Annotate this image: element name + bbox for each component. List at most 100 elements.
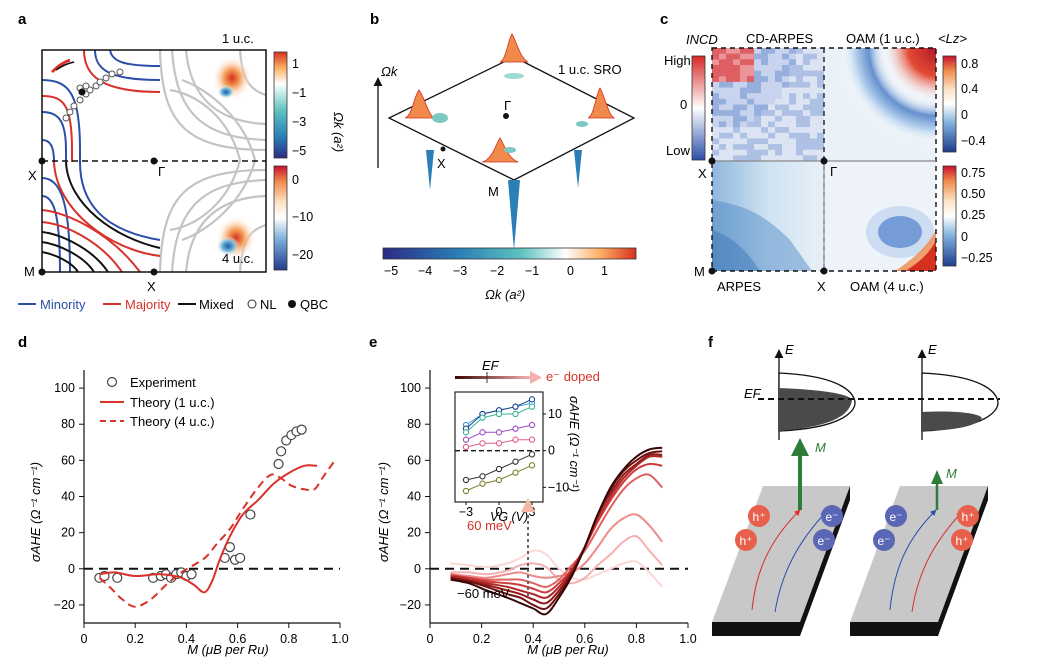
- panel-f-m-right: M: [946, 466, 957, 481]
- panel-d: d −20 0 20 40 60 80 100 0 0.2 0.4 0.6 0.8 1.0 σAHE (…: [18, 334, 349, 657]
- panel-a-cbar-bottom: [273, 165, 288, 271]
- legend-theory4: Theory (4 u.c.): [130, 414, 215, 429]
- svg-text:h⁺: h⁺: [961, 510, 974, 524]
- inset-point: [462, 436, 470, 443]
- svg-text:−3: −3: [292, 115, 306, 129]
- panel-c-label-gamma: Γ: [830, 164, 837, 179]
- inset-point: [512, 469, 519, 476]
- experiment-point: [235, 552, 246, 564]
- panel-e-inset: −303100−10: [454, 391, 569, 519]
- panel-b-letter: b: [370, 11, 379, 28]
- inset-point: [495, 429, 503, 436]
- panel-a-dot-x-bottom: [150, 268, 158, 276]
- inset-ytick: 0: [548, 444, 555, 458]
- panel-b-cbar: [382, 247, 637, 260]
- panel-d-ytick: 100: [54, 381, 75, 395]
- panel-e-inset-xlabel: VG (V): [490, 510, 528, 524]
- panel-c: c CD-ARPES OAM (1 u.c.) <Lz> INCD High 0…: [660, 11, 993, 294]
- panel-e-label-60: 60 meV: [467, 518, 512, 533]
- panel-a-label-gamma: Γ: [158, 164, 165, 179]
- panel-c-cd-arpes-noise: [712, 48, 825, 162]
- inset-point: [462, 476, 470, 484]
- svg-text:0.4: 0.4: [961, 82, 978, 96]
- panel-c-cbar-bottom: [942, 165, 957, 267]
- svg-text:0.75: 0.75: [961, 166, 985, 180]
- panel-f-letter: f: [708, 334, 714, 351]
- panel-b-cbar-label: Ωk (a²): [485, 287, 525, 302]
- panel-a-bluespot-bottom: [216, 236, 240, 256]
- svg-text:−0.4: −0.4: [961, 134, 986, 148]
- panel-d-ytick: 40: [61, 490, 75, 504]
- svg-text:−2: −2: [490, 264, 504, 278]
- inset-point: [479, 429, 486, 436]
- panel-d-ytick: −20: [54, 598, 75, 612]
- inset-xtick: −3: [459, 505, 473, 519]
- panel-a-label-m: M: [24, 264, 35, 279]
- panel-f-dos-left-filled: [779, 388, 852, 431]
- inset-point: [512, 410, 519, 418]
- inset-point: [462, 487, 470, 495]
- panel-a-cbar-label: Ωk (a²): [331, 112, 346, 152]
- panel-b-peak-left: [404, 89, 436, 119]
- panel-c-label-lz: <Lz>: [938, 31, 967, 46]
- panel-e-ytick: 100: [400, 381, 421, 395]
- doping-series-line: [450, 453, 663, 605]
- svg-text:−3: −3: [453, 264, 467, 278]
- panel-b-peak-right: [587, 87, 616, 119]
- inset-ytick: 10: [548, 407, 562, 421]
- panel-f-e-right: E: [928, 342, 937, 357]
- legend-nl: NL: [260, 297, 277, 312]
- panel-e-ylabel: σAHE (Ω⁻¹ cm⁻¹): [376, 462, 391, 562]
- panel-a-nl-points: [62, 68, 124, 122]
- panel-e-label-m60: −60 meV: [457, 586, 510, 601]
- panel-f-carriers-right: e⁻ e⁻ h⁺ h⁺: [873, 505, 979, 551]
- panel-b-label-m: M: [488, 184, 499, 199]
- svg-text:h⁺: h⁺: [752, 510, 765, 524]
- panel-e-doping-arrow: [455, 376, 530, 379]
- panel-a-top-label: 1 u.c.: [222, 31, 254, 46]
- panel-a-bottom-label: 4 u.c.: [222, 251, 254, 266]
- svg-text:0.8: 0.8: [961, 57, 978, 71]
- doping-series-line: [450, 446, 663, 616]
- inset-point: [512, 403, 519, 410]
- panel-e-ytick: −20: [400, 598, 421, 612]
- svg-text:−0.25: −0.25: [961, 251, 993, 265]
- panel-e-xtick: 0.8: [628, 632, 645, 646]
- doping-series-line: [450, 450, 663, 610]
- panel-c-label-low: Low: [666, 143, 690, 158]
- panel-a-legend: Minority Majority Mixed NL QBC: [18, 297, 328, 312]
- panel-b: b Ωk 1 u.c. SRO Γ X M −5 −4 −3 −2 −1 0: [370, 11, 637, 302]
- svg-text:−5: −5: [384, 264, 398, 278]
- svg-text:0: 0: [567, 264, 574, 278]
- panel-c-cbar-bottom-ticks: 0.75 0.50 0.25 0 −0.25: [961, 166, 993, 265]
- panel-b-title: 1 u.c. SRO: [558, 62, 622, 77]
- svg-text:h⁺: h⁺: [739, 534, 752, 548]
- panel-d-plot: [94, 424, 336, 608]
- panel-d-xlabel: M (μB per Ru): [187, 642, 269, 657]
- panel-f-dos-right-filled: [922, 411, 982, 431]
- svg-text:e⁻: e⁻: [877, 534, 890, 548]
- panel-c-letter: c: [660, 11, 668, 28]
- panel-d-ytick: 0: [68, 562, 75, 576]
- panel-a-label-x-bottom: X: [147, 279, 156, 294]
- theory-1uc-line: [99, 464, 318, 594]
- panel-b-spike-right: [574, 150, 582, 188]
- panel-f-e-left: E: [785, 342, 794, 357]
- experiment-point: [186, 569, 197, 580]
- svg-text:e⁻: e⁻: [817, 534, 830, 548]
- panel-b-dot-gamma: [503, 113, 509, 119]
- panel-a-letter: a: [18, 11, 27, 28]
- panel-d-ytick: 20: [61, 526, 75, 540]
- panel-e-xtick: 0.4: [525, 632, 542, 646]
- panel-d-ylabel: σAHE (Ω⁻¹ cm⁻¹): [28, 462, 43, 562]
- panel-a-qbc-point: [78, 88, 86, 96]
- panel-d-ytick: 60: [61, 453, 75, 467]
- panel-c-label-x-left: X: [698, 166, 707, 181]
- panel-e-xtick: 0: [427, 632, 434, 646]
- panel-a-dot-m: [38, 268, 46, 276]
- panel-c-oam4-map: [824, 161, 936, 271]
- panel-e-inset-ylabel: σAHE (Ω⁻¹ cm⁻¹): [567, 396, 581, 492]
- svg-text:−1: −1: [525, 264, 539, 278]
- experiment-point: [276, 446, 287, 457]
